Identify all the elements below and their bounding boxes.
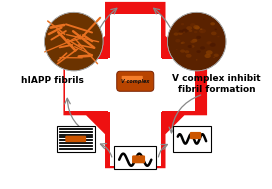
Ellipse shape bbox=[215, 29, 217, 30]
Bar bbox=[173, 126, 211, 152]
Ellipse shape bbox=[208, 41, 212, 44]
Text: V complex inhibit
fibril formation: V complex inhibit fibril formation bbox=[172, 74, 261, 94]
Ellipse shape bbox=[217, 36, 220, 37]
Circle shape bbox=[45, 12, 103, 71]
Text: hIAPP fibrils: hIAPP fibrils bbox=[21, 76, 84, 85]
Ellipse shape bbox=[214, 54, 219, 57]
FancyBboxPatch shape bbox=[122, 76, 143, 81]
Polygon shape bbox=[63, 2, 207, 168]
Ellipse shape bbox=[200, 31, 203, 33]
Ellipse shape bbox=[179, 30, 183, 33]
Bar bbox=[115, 146, 156, 169]
Ellipse shape bbox=[188, 45, 192, 48]
Ellipse shape bbox=[189, 30, 192, 32]
Ellipse shape bbox=[213, 57, 215, 58]
Ellipse shape bbox=[199, 29, 206, 33]
Ellipse shape bbox=[191, 45, 194, 48]
Ellipse shape bbox=[175, 39, 180, 43]
Ellipse shape bbox=[182, 29, 188, 33]
Ellipse shape bbox=[203, 19, 205, 20]
Ellipse shape bbox=[211, 32, 217, 35]
Bar bbox=[57, 126, 95, 152]
Ellipse shape bbox=[206, 41, 211, 45]
Bar bbox=[108, 58, 162, 112]
Ellipse shape bbox=[206, 50, 213, 55]
Ellipse shape bbox=[200, 28, 202, 30]
Bar bbox=[65, 59, 116, 111]
Ellipse shape bbox=[186, 54, 191, 58]
Ellipse shape bbox=[181, 42, 183, 44]
FancyBboxPatch shape bbox=[132, 155, 145, 163]
Bar bbox=[110, 104, 161, 166]
Ellipse shape bbox=[192, 39, 197, 42]
Ellipse shape bbox=[210, 43, 216, 47]
Ellipse shape bbox=[186, 26, 192, 30]
Ellipse shape bbox=[194, 31, 197, 33]
FancyBboxPatch shape bbox=[190, 132, 201, 139]
Ellipse shape bbox=[190, 23, 196, 27]
Ellipse shape bbox=[195, 26, 200, 29]
Text: V complex: V complex bbox=[121, 79, 149, 84]
Ellipse shape bbox=[190, 40, 195, 43]
Ellipse shape bbox=[193, 25, 199, 29]
Ellipse shape bbox=[210, 22, 215, 25]
Ellipse shape bbox=[181, 23, 184, 25]
Ellipse shape bbox=[215, 55, 217, 56]
Ellipse shape bbox=[174, 33, 178, 36]
Circle shape bbox=[167, 12, 226, 71]
Ellipse shape bbox=[196, 59, 197, 60]
Ellipse shape bbox=[200, 46, 205, 50]
FancyBboxPatch shape bbox=[65, 136, 86, 142]
Ellipse shape bbox=[196, 36, 201, 39]
FancyBboxPatch shape bbox=[117, 71, 154, 91]
Ellipse shape bbox=[183, 31, 186, 33]
Ellipse shape bbox=[178, 32, 183, 35]
Ellipse shape bbox=[205, 54, 211, 58]
Ellipse shape bbox=[181, 42, 185, 44]
Ellipse shape bbox=[185, 50, 189, 53]
Bar bbox=[144, 59, 195, 111]
Ellipse shape bbox=[176, 49, 178, 50]
Bar bbox=[110, 14, 161, 76]
Ellipse shape bbox=[196, 50, 201, 53]
Ellipse shape bbox=[180, 49, 185, 53]
